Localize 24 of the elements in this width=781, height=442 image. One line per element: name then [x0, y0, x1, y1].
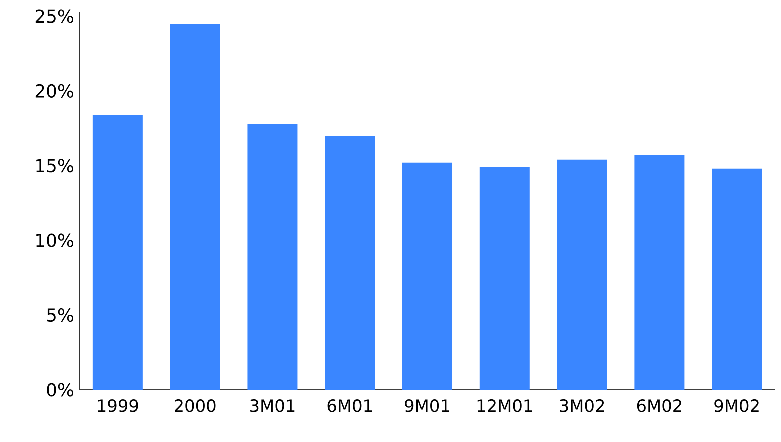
- bar: [248, 124, 298, 390]
- y-tick-label: 10%: [36, 234, 74, 248]
- y-tick-label: 20%: [36, 84, 74, 98]
- x-tick-label: 12M01: [478, 400, 532, 412]
- x-tick-label: 9M02: [714, 400, 759, 412]
- x-tick-label: 1999: [98, 400, 138, 412]
- x-tick-label: 6M01: [328, 400, 372, 412]
- y-tick-label: 25%: [36, 10, 74, 24]
- x-tick-label: 9M01: [405, 400, 450, 412]
- bar: [712, 168, 762, 390]
- bar: [634, 155, 685, 390]
- bar: [92, 115, 143, 390]
- bar: [557, 160, 608, 390]
- x-tick-label: 3M01: [250, 400, 295, 412]
- y-tick-label: 0%: [47, 383, 74, 397]
- x-tick-label: 2000: [175, 400, 216, 412]
- bar: [480, 167, 530, 390]
- x-tick-label: 3M02: [560, 400, 604, 412]
- y-tick-label: 5%: [47, 308, 74, 322]
- y-tick-label: 15%: [36, 159, 74, 173]
- bar: [325, 136, 376, 390]
- x-tick-label: 6M02: [637, 400, 682, 412]
- bar: [170, 24, 220, 390]
- bar: [402, 162, 453, 390]
